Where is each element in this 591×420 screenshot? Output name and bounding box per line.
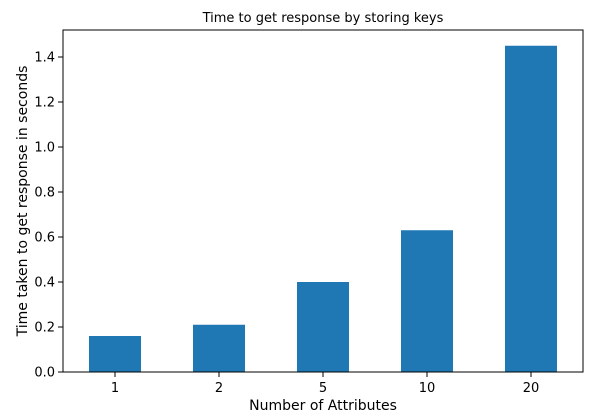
- x-tick-label: 5: [319, 381, 327, 396]
- chart-title: Time to get response by storing keys: [202, 11, 444, 26]
- plot-frame: [62, 29, 584, 373]
- y-axis-label: Time taken to get response in seconds: [15, 66, 31, 338]
- y-tick-label: 1.2: [34, 96, 55, 111]
- bar-5: [297, 282, 349, 372]
- bar-2: [193, 324, 245, 372]
- y-tick-label: 0.2: [34, 321, 55, 336]
- x-axis-label: Number of Attributes: [249, 398, 397, 414]
- x-tick-label: 2: [215, 381, 223, 396]
- ticks-layer: 1 2 5 10 20 0.0 0.2 0.4 0.6 0.8 1.0 1.2 1.4: [34, 51, 539, 397]
- x-tick-label: 10: [419, 381, 436, 396]
- y-tick-label: 0.8: [34, 186, 55, 201]
- x-tick-label: 20: [523, 381, 540, 396]
- bar-1: [89, 336, 141, 372]
- y-tick-label: 0.4: [34, 276, 55, 291]
- x-tick-label: 1: [111, 381, 119, 396]
- y-tick-label: 1.4: [34, 51, 55, 66]
- bars-layer: [89, 45, 557, 372]
- y-tick-label: 1.0: [34, 141, 55, 156]
- y-tick-label: 0.6: [34, 231, 55, 246]
- y-tick-label: 0.0: [34, 366, 55, 381]
- bar-20: [505, 45, 557, 372]
- bar-10: [401, 230, 453, 372]
